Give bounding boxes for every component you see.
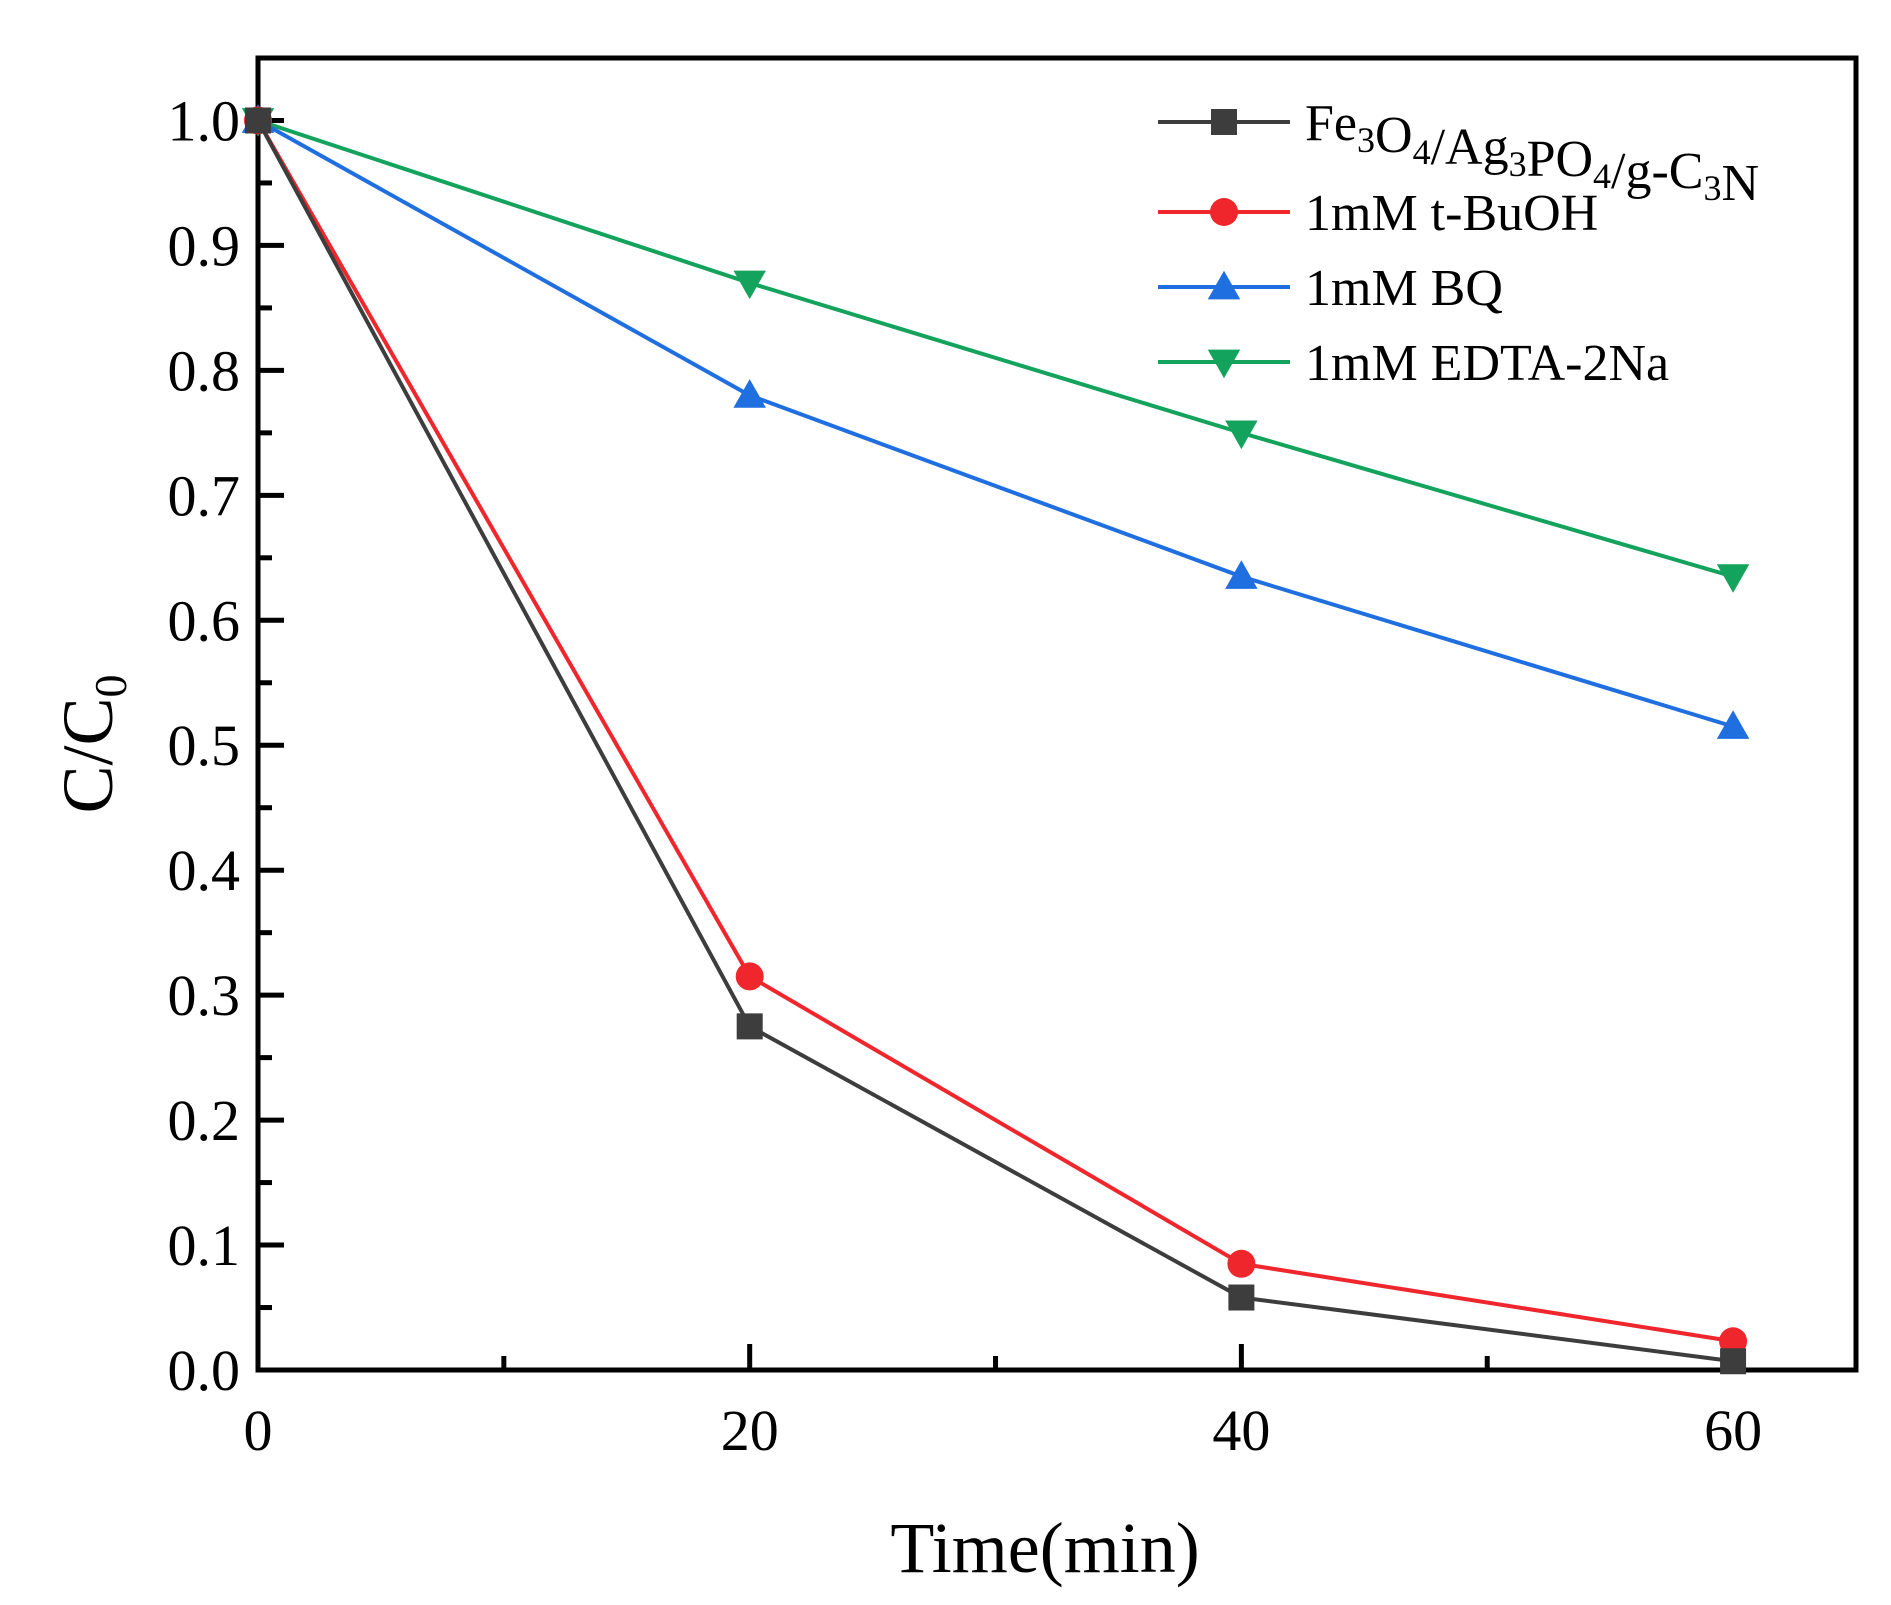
x-tick-label: 40 bbox=[1212, 1398, 1270, 1463]
legend-marker bbox=[1207, 270, 1241, 300]
data-point-bq bbox=[1716, 710, 1750, 739]
plot-frame bbox=[255, 55, 1859, 1373]
y-axis-title-sub: 0 bbox=[85, 674, 136, 697]
x-tick-label: 0 bbox=[244, 1398, 273, 1463]
axes: 0 20 40 60 0.0 0.1 0.2 0.3 0.4 0.5 0.6 0.7 0.8 0.9 1.0 bbox=[168, 55, 1859, 1463]
y-axis-title: C/C0 bbox=[48, 674, 136, 813]
legend-item-tbuoh: 1mM t-BuOH bbox=[1158, 185, 1598, 242]
y-axis-title-main: C/C bbox=[48, 697, 128, 813]
series-line-bq bbox=[257, 118, 1734, 729]
data-point-edta bbox=[1225, 420, 1258, 450]
legend-item-fe3o4: Fe3O4/Ag3PO4/g-C3N bbox=[1158, 95, 1759, 212]
series-line-edta bbox=[257, 118, 1734, 579]
legend-item-edta: 1mM EDTA-2Na bbox=[1158, 335, 1669, 392]
y-tick-label: 0.1 bbox=[168, 1213, 241, 1278]
legend-label: 1mM EDTA-2Na bbox=[1305, 335, 1669, 392]
data-point-fe3o4 bbox=[1228, 1284, 1255, 1311]
data-point-fe3o4 bbox=[245, 107, 271, 134]
data-point-edta bbox=[1716, 564, 1750, 593]
y-tick-label: 0.6 bbox=[168, 588, 241, 653]
y-tick-label: 0.5 bbox=[168, 713, 241, 778]
data-point-bq bbox=[1225, 560, 1258, 589]
y-tick-label: 0.4 bbox=[168, 838, 241, 903]
legend-label: Fe3O4/Ag3PO4/g-C3N bbox=[1305, 95, 1759, 212]
legend-marker bbox=[1211, 109, 1237, 135]
data-point-fe3o4 bbox=[736, 1013, 763, 1040]
data-point-tbuoh bbox=[735, 962, 764, 991]
series-line-fe3o4 bbox=[256, 119, 1734, 1364]
y-tick-label: 0.0 bbox=[168, 1338, 241, 1403]
legend-label: 1mM BQ bbox=[1305, 260, 1503, 317]
x-tick-label: 20 bbox=[721, 1398, 779, 1463]
legend-label: 1mM t-BuOH bbox=[1305, 185, 1598, 242]
data-point-edta bbox=[733, 270, 766, 300]
legend-item-bq: 1mM BQ bbox=[1158, 260, 1503, 317]
series-layer bbox=[241, 104, 1750, 1375]
y-tick-label: 0.7 bbox=[168, 463, 241, 528]
y-tick-label: 0.8 bbox=[168, 338, 241, 403]
y-tick-label: 1.0 bbox=[168, 88, 241, 153]
series-tbuoh bbox=[244, 106, 1748, 1356]
series-bq bbox=[241, 104, 1750, 739]
legend-marker bbox=[1210, 198, 1238, 226]
series-line-tbuoh bbox=[256, 119, 1734, 1344]
data-point-tbuoh bbox=[1227, 1249, 1256, 1278]
y-tick-label: 0.2 bbox=[168, 1088, 241, 1153]
legend-marker bbox=[1207, 349, 1241, 379]
y-tick-label: 0.9 bbox=[168, 213, 241, 278]
series-fe3o4 bbox=[245, 107, 1747, 1375]
y-tick-label: 0.3 bbox=[168, 963, 241, 1028]
x-tick-label: 60 bbox=[1704, 1398, 1762, 1463]
x-axis-title: Time(min) bbox=[890, 1508, 1199, 1588]
data-point-fe3o4 bbox=[1720, 1348, 1747, 1375]
data-point-bq bbox=[733, 379, 766, 408]
